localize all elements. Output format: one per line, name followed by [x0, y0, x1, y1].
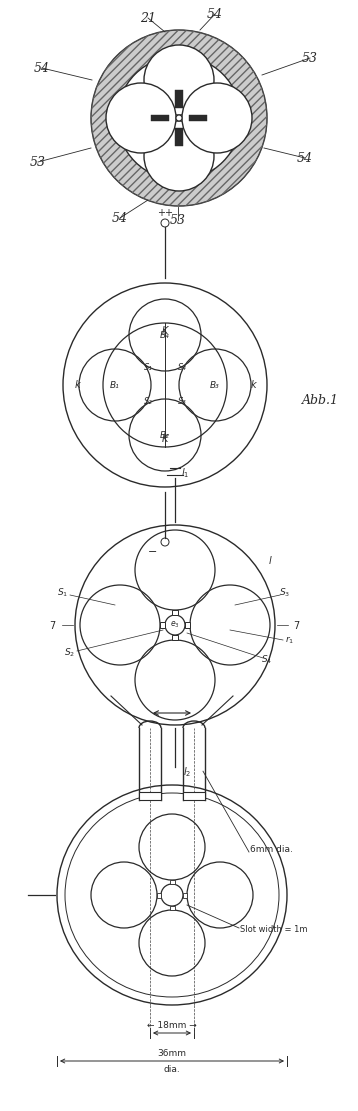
Text: k: k — [250, 380, 256, 390]
Text: 54: 54 — [207, 8, 223, 20]
Bar — [185, 622, 190, 628]
Text: ++: ++ — [157, 208, 173, 218]
Circle shape — [161, 884, 183, 905]
Text: $e_3$: $e_3$ — [170, 620, 180, 630]
Text: 53: 53 — [170, 213, 186, 227]
Bar — [151, 114, 169, 121]
Circle shape — [165, 615, 185, 635]
Text: $S_4$: $S_4$ — [261, 653, 273, 667]
Text: $l$: $l$ — [268, 554, 272, 565]
Text: 53: 53 — [302, 51, 318, 64]
Text: 36mm: 36mm — [158, 1050, 187, 1059]
Bar — [160, 622, 165, 628]
Text: Abb.1: Abb.1 — [302, 393, 339, 407]
Text: ← 18mm →: ← 18mm → — [147, 1021, 197, 1031]
Circle shape — [91, 30, 267, 206]
Text: S₂: S₂ — [144, 398, 153, 407]
Circle shape — [144, 46, 214, 116]
Bar — [183, 792, 205, 800]
Bar — [175, 128, 183, 146]
Text: $S_3$: $S_3$ — [279, 587, 291, 599]
Text: $r_1$: $r_1$ — [285, 634, 295, 645]
Text: S₁: S₁ — [144, 363, 153, 372]
Text: $S_2$: $S_2$ — [64, 647, 76, 659]
Text: B₂: B₂ — [160, 430, 170, 440]
Text: B₄: B₄ — [160, 330, 170, 340]
Text: $S_1$: $S_1$ — [57, 587, 69, 599]
Text: K: K — [162, 434, 168, 444]
Bar — [169, 905, 174, 910]
Circle shape — [106, 83, 176, 153]
Text: 54: 54 — [297, 151, 313, 164]
Text: 6mm dia.: 6mm dia. — [250, 845, 293, 854]
Text: B₃: B₃ — [210, 380, 220, 390]
Text: 21: 21 — [140, 11, 156, 24]
Text: K: K — [162, 326, 168, 336]
Text: $7$: $7$ — [293, 619, 301, 631]
Text: S₄: S₄ — [178, 363, 187, 372]
Text: k: k — [74, 380, 80, 390]
Text: 54: 54 — [112, 211, 128, 224]
Bar — [139, 792, 161, 800]
Text: $l_2$: $l_2$ — [183, 765, 191, 779]
Text: $7$: $7$ — [49, 619, 57, 631]
Circle shape — [117, 56, 241, 180]
Bar — [157, 892, 161, 898]
Bar — [183, 892, 187, 898]
Text: 53: 53 — [30, 156, 46, 169]
Bar — [172, 610, 178, 615]
Circle shape — [144, 121, 214, 191]
Text: B₁: B₁ — [110, 380, 120, 390]
Text: −: − — [148, 547, 158, 557]
Bar — [169, 880, 174, 884]
Text: 54: 54 — [34, 61, 50, 74]
Text: Slot width = 1m: Slot width = 1m — [240, 925, 308, 934]
Circle shape — [176, 116, 182, 121]
Text: dia.: dia. — [164, 1064, 180, 1073]
Bar — [172, 635, 178, 640]
Bar — [189, 114, 207, 121]
Text: S₃: S₃ — [178, 398, 187, 407]
Circle shape — [182, 83, 252, 153]
Text: $l_1$: $l_1$ — [181, 467, 189, 480]
Bar — [175, 90, 183, 108]
